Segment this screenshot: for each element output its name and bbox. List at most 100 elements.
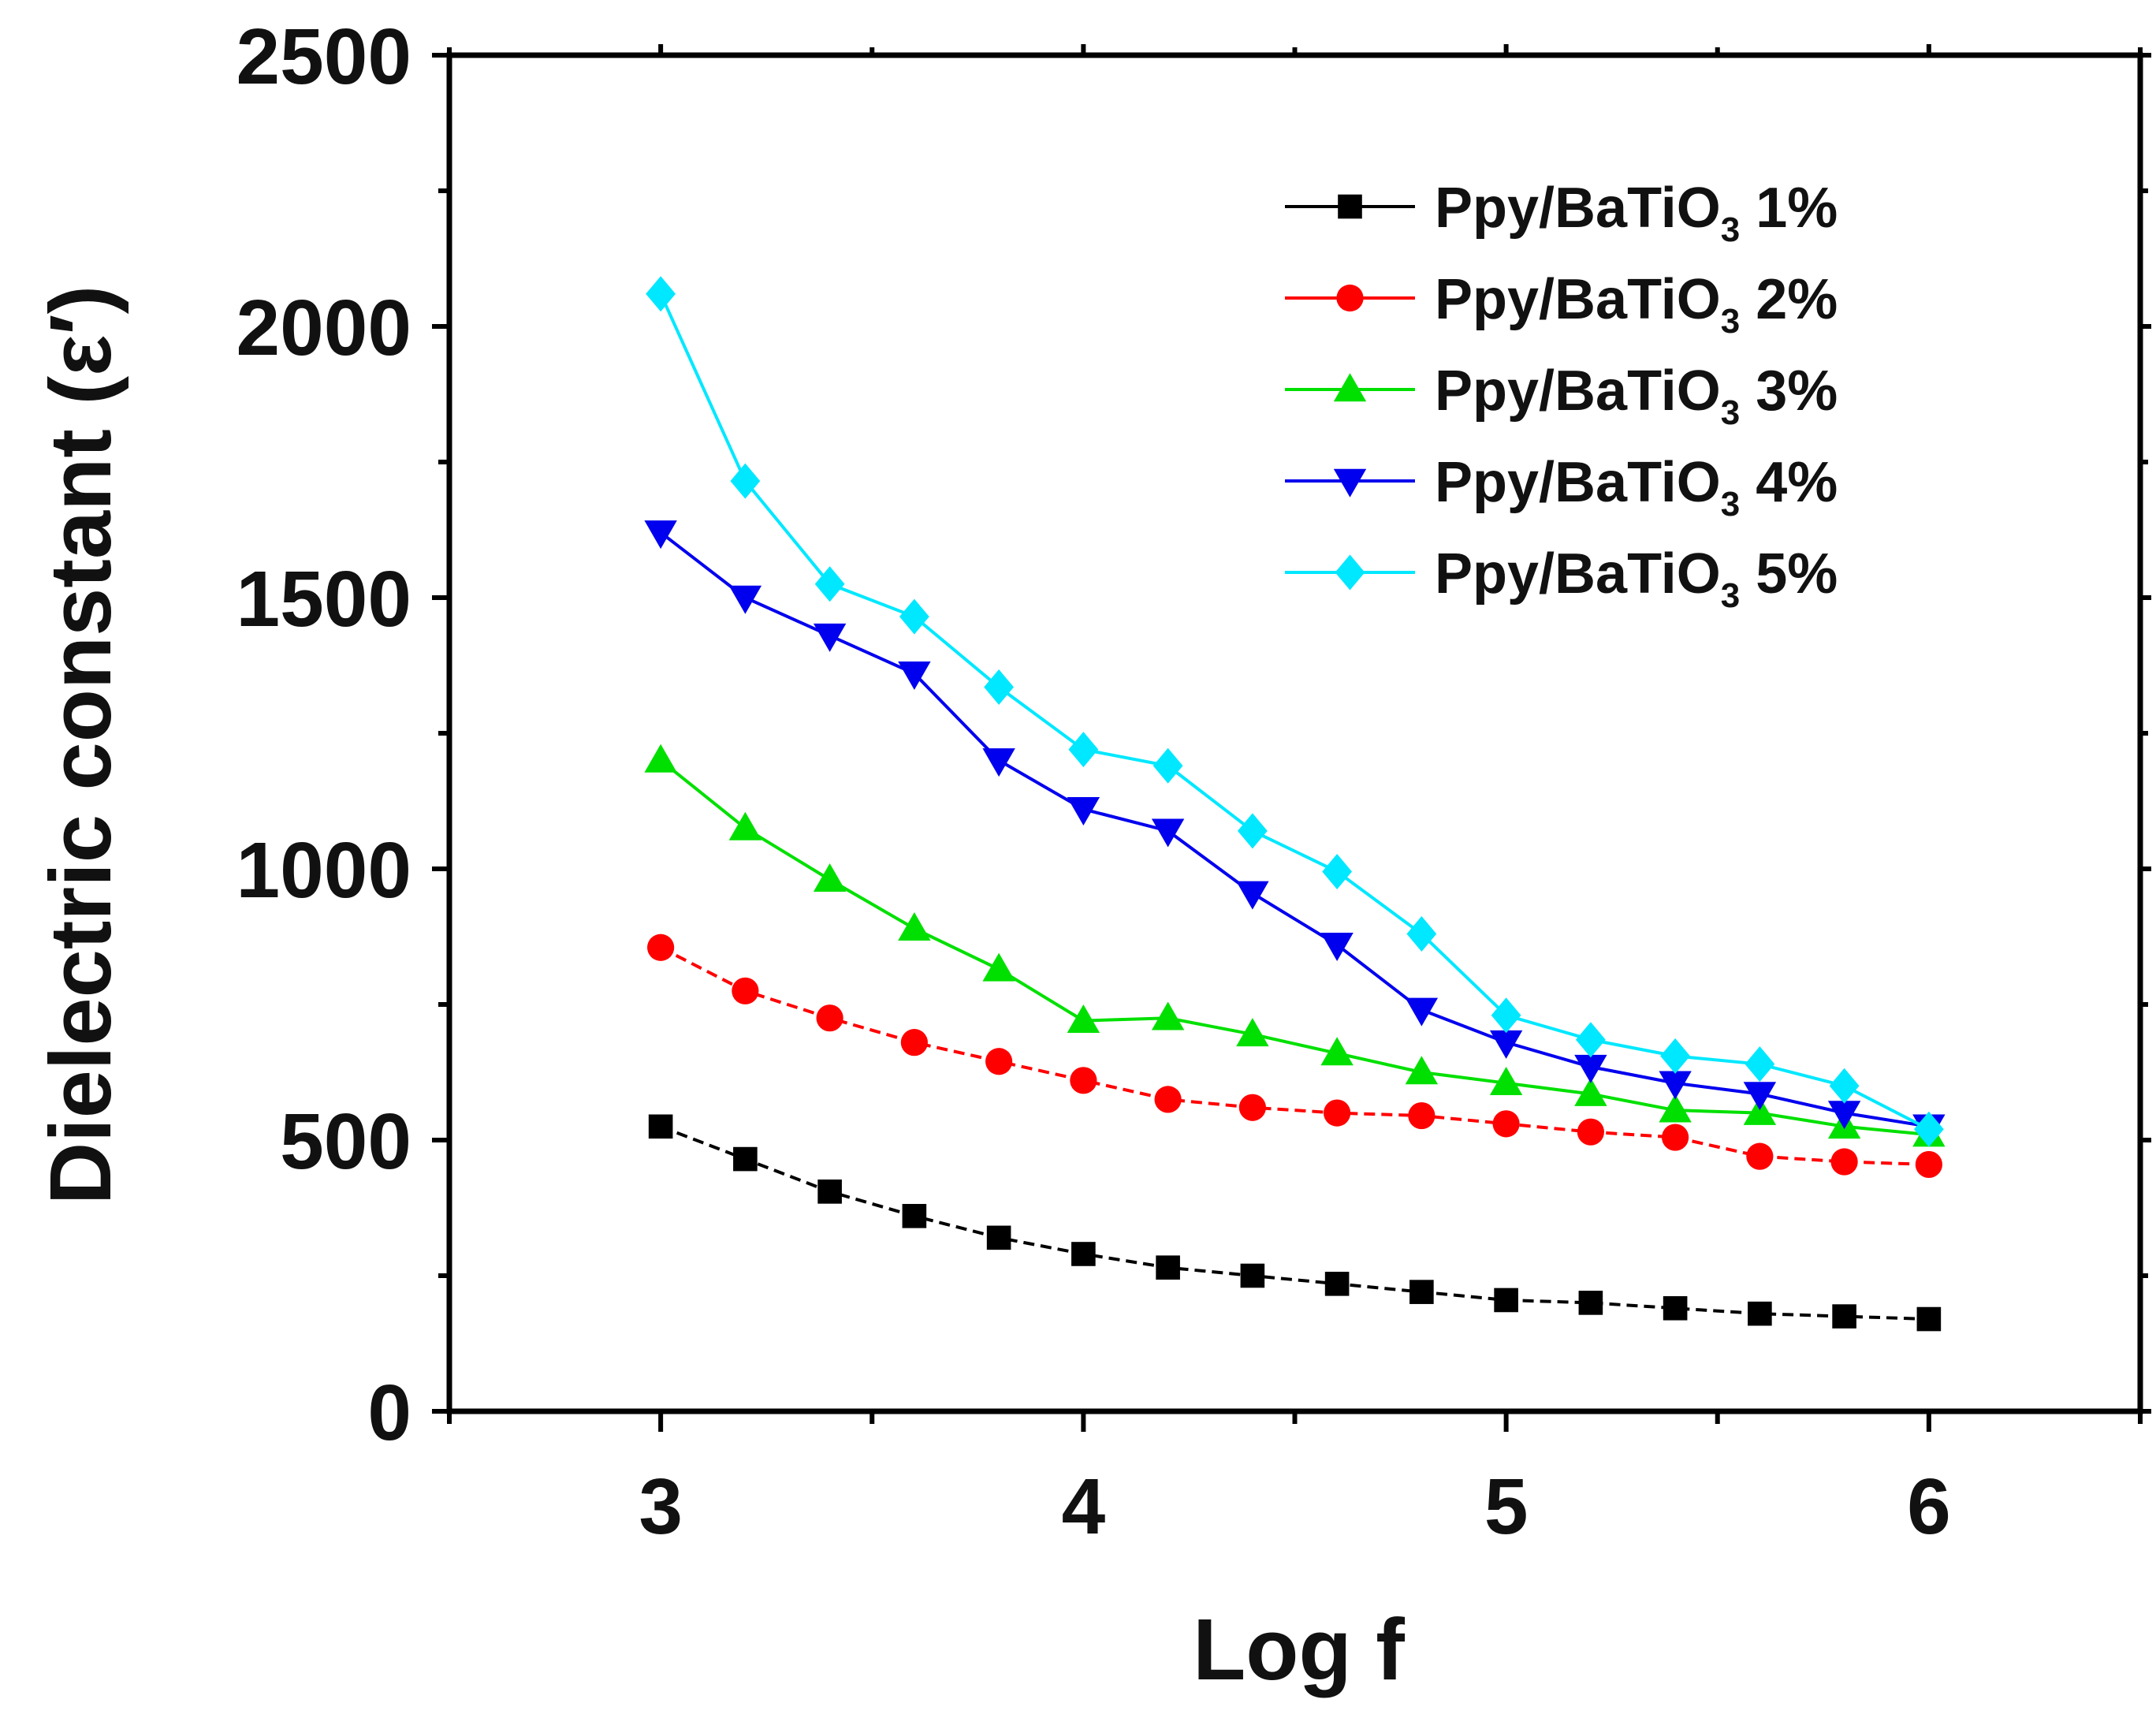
- square-marker: [1748, 1301, 1772, 1326]
- square-marker: [1409, 1280, 1434, 1304]
- y-tick-label: 2000: [236, 284, 411, 372]
- y-axis-title: Dielectric constant (ε′): [32, 285, 129, 1206]
- triangle-down-marker: [1236, 881, 1269, 910]
- series-1: [648, 1114, 1942, 1332]
- series-line: [659, 758, 1930, 1137]
- square-marker: [648, 1114, 673, 1139]
- legend-entry: Ppy/BaTiO3 5%: [1285, 542, 1838, 615]
- circle-marker: [1577, 1118, 1604, 1146]
- circle-marker: [1746, 1142, 1774, 1170]
- triangle-down-marker: [1405, 997, 1439, 1027]
- triangle-down-marker: [1827, 1101, 1861, 1130]
- square-marker: [1071, 1242, 1096, 1266]
- circle-marker: [1830, 1148, 1858, 1176]
- square-marker: [902, 1204, 927, 1228]
- triangle-down-marker: [1574, 1054, 1607, 1083]
- diamond-marker: [899, 598, 929, 635]
- legend: Ppy/BaTiO3 1% Ppy/BaTiO3 2% Ppy/BaTiO3 3% Ppy/…: [1285, 177, 1838, 615]
- diamond-marker: [1152, 747, 1183, 784]
- triangle-down-marker: [982, 748, 1015, 777]
- diamond-marker: [1406, 916, 1437, 952]
- diamond-marker: [1068, 732, 1099, 768]
- diamond-marker: [1575, 1022, 1606, 1058]
- circle-marker: [1662, 1124, 1689, 1151]
- x-tick-label: 5: [1484, 1463, 1529, 1551]
- y-tick-label: 500: [280, 1098, 411, 1186]
- square-marker: [817, 1179, 842, 1204]
- triangle-up-marker: [728, 811, 762, 840]
- triangle-up-marker: [813, 863, 847, 893]
- square-marker: [1240, 1263, 1265, 1288]
- x-axis-title: Log f: [1193, 1601, 1405, 1698]
- circle-marker: [647, 934, 675, 961]
- diamond-marker: [1745, 1046, 1775, 1083]
- diamond-marker: [1660, 1038, 1691, 1074]
- series-layer: [644, 276, 1946, 1332]
- y-tick-label: 1000: [236, 826, 411, 915]
- diamond-marker: [1335, 554, 1365, 591]
- series-3: [644, 743, 1946, 1147]
- circle-marker: [1336, 284, 1364, 312]
- triangle-down-marker: [1320, 933, 1354, 962]
- circle-marker: [732, 977, 759, 1004]
- series-line: [660, 1124, 1929, 1321]
- legend-label: Ppy/BaTiO3 2%: [1435, 268, 1838, 341]
- legend-label: Ppy/BaTiO3 4%: [1435, 451, 1838, 524]
- series-line: [660, 945, 1929, 1166]
- series-2: [647, 934, 1942, 1179]
- circle-marker: [1238, 1094, 1266, 1121]
- series-line: [659, 531, 1930, 1128]
- triangle-up-marker: [898, 911, 931, 941]
- triangle-up-marker: [1236, 1018, 1269, 1047]
- diamond-marker: [1237, 813, 1268, 849]
- square-marker: [986, 1225, 1011, 1250]
- triangle-down-marker: [1333, 468, 1367, 498]
- y-tick-label: 0: [367, 1369, 411, 1457]
- triangle-down-marker: [1151, 818, 1185, 848]
- diamond-marker: [646, 276, 676, 312]
- x-tick-label: 6: [1907, 1463, 1951, 1551]
- square-marker: [733, 1146, 758, 1172]
- legend-label: Ppy/BaTiO3 5%: [1435, 542, 1838, 615]
- triangle-up-marker: [1333, 373, 1367, 402]
- triangle-up-marker: [1067, 1004, 1100, 1033]
- ticks-layer: 0 500 1000 1500 2000 2500 3 4 5 6: [236, 13, 2151, 1551]
- circle-marker: [1070, 1067, 1097, 1094]
- diamond-marker: [1322, 853, 1353, 889]
- triangle-up-marker: [1743, 1096, 1777, 1125]
- circle-marker: [1324, 1099, 1351, 1127]
- y-tick-label: 2500: [236, 13, 411, 101]
- series-5: [646, 276, 1944, 1147]
- circle-marker: [1915, 1150, 1942, 1179]
- legend-entry: Ppy/BaTiO3 1%: [1285, 177, 1838, 249]
- triangle-up-marker: [1320, 1037, 1354, 1066]
- diamond-marker: [984, 669, 1015, 706]
- diamond-marker: [1913, 1111, 1944, 1147]
- triangle-down-marker: [1659, 1071, 1692, 1100]
- square-marker: [1663, 1295, 1688, 1321]
- triangle-down-marker: [1489, 1030, 1523, 1059]
- series-line: [659, 293, 1930, 1131]
- y-tick-label: 1500: [236, 555, 411, 643]
- square-marker: [1324, 1272, 1350, 1296]
- x-tick-label: 3: [639, 1463, 683, 1551]
- triangle-up-marker: [1659, 1094, 1692, 1123]
- diamond-marker: [814, 566, 845, 602]
- diamond-marker: [730, 463, 761, 499]
- square-marker: [1338, 194, 1362, 219]
- circle-marker: [1154, 1086, 1182, 1113]
- triangle-up-marker: [1405, 1056, 1439, 1085]
- square-marker: [1156, 1255, 1180, 1280]
- triangle-down-marker: [1743, 1082, 1777, 1111]
- triangle-up-marker: [982, 952, 1015, 982]
- legend-entry: Ppy/BaTiO3 2%: [1285, 268, 1838, 341]
- circle-marker: [985, 1048, 1013, 1075]
- square-marker: [1916, 1306, 1942, 1332]
- triangle-down-marker: [644, 520, 677, 550]
- triangle-down-marker: [898, 661, 931, 691]
- circle-marker: [1492, 1110, 1520, 1138]
- triangle-up-marker: [1574, 1077, 1607, 1106]
- series-4: [644, 520, 1946, 1143]
- diamond-marker: [1829, 1068, 1860, 1104]
